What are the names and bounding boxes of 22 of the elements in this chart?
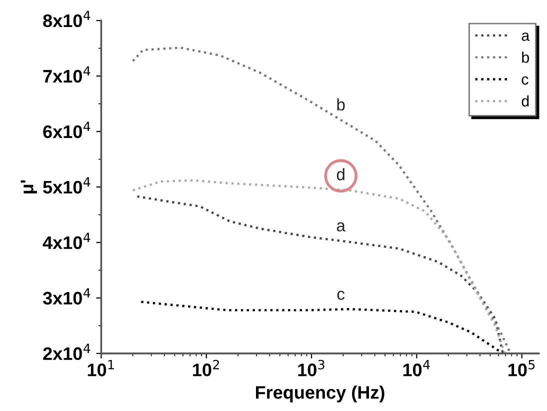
legend-label: b	[522, 52, 529, 63]
y-tick-label: 6x10$^{4}$	[43, 122, 90, 138]
x-tick-label: 10$^{2}$	[193, 360, 219, 376]
y-tick-label: 4x10$^{4}$	[42, 232, 90, 250]
text: c	[337, 290, 345, 300]
x-tick-label: 10$^{3}$	[298, 360, 324, 376]
y-tick-label: 7x10$^{4}$	[43, 66, 90, 83]
text: b	[337, 98, 345, 111]
y-tick-label: 8x10$^{4}$	[43, 10, 90, 28]
x-tick-label: 10$^{5}$	[508, 360, 535, 376]
legend-label: a	[522, 32, 530, 41]
x-tick-label: 10$^{1}$	[88, 360, 114, 376]
x-tick-label: 10$^{4}$	[403, 360, 430, 376]
legend-label: d	[522, 95, 529, 107]
y-tick-label: 3x10$^{4}$	[42, 288, 90, 305]
x-axis-title: Frequency (Hz)	[256, 386, 384, 402]
legend-label: c	[522, 76, 528, 85]
text: d	[336, 168, 344, 180]
y-tick-label: 5x10$^{4}$	[43, 177, 90, 194]
y-axis-title: μ'	[20, 180, 37, 194]
text: a	[336, 222, 346, 232]
y-tick-label: 2x10$^{4}$	[43, 344, 90, 360]
